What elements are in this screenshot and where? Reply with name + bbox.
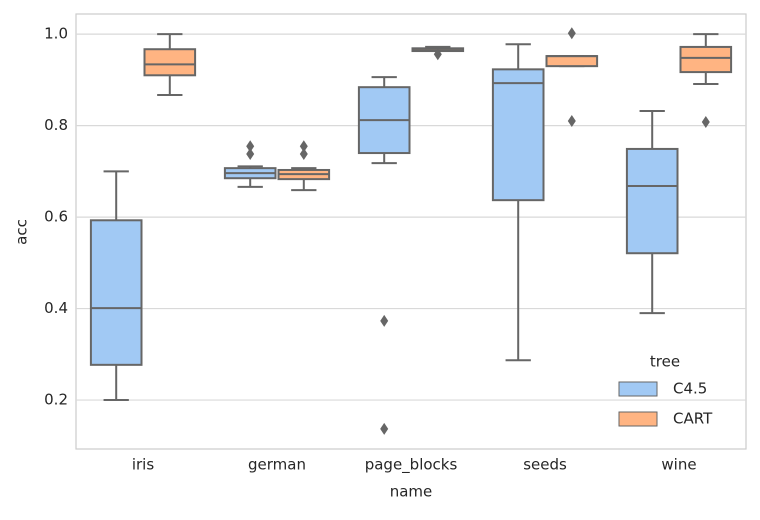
y-tick-label: 1.0 — [44, 25, 68, 43]
box — [143, 48, 197, 77]
outlier — [380, 314, 389, 327]
outlier — [299, 140, 308, 153]
outlier — [567, 27, 576, 40]
x-tick-label: seeds — [523, 456, 567, 474]
x-tick-label: iris — [132, 456, 155, 474]
outlier — [246, 147, 255, 160]
outlier — [701, 115, 710, 128]
legend-swatch — [618, 381, 658, 397]
x-tick-label: german — [248, 456, 306, 474]
x-axis-label: name — [390, 483, 433, 501]
x-tick-label: wine — [661, 456, 696, 474]
box — [491, 68, 545, 202]
box — [545, 55, 599, 68]
legend-swatch — [618, 411, 658, 427]
outlier — [380, 422, 389, 435]
outlier — [299, 147, 308, 160]
y-tick-label: 0.4 — [44, 299, 68, 317]
outlier — [433, 48, 442, 61]
y-tick-label: 0.6 — [44, 208, 68, 226]
outlier — [567, 115, 576, 128]
y-axis-label: acc — [13, 219, 31, 245]
y-tick-label: 0.2 — [44, 391, 68, 409]
box — [625, 147, 679, 255]
x-tick-label: page_blocks — [365, 456, 458, 475]
box — [89, 219, 143, 366]
legend-label: C4.5 — [673, 380, 707, 398]
outlier — [246, 140, 255, 153]
y-tick-label: 0.8 — [44, 116, 68, 134]
legend-title: tree — [650, 353, 680, 371]
legend-label: CART — [673, 410, 713, 428]
box — [679, 45, 733, 74]
